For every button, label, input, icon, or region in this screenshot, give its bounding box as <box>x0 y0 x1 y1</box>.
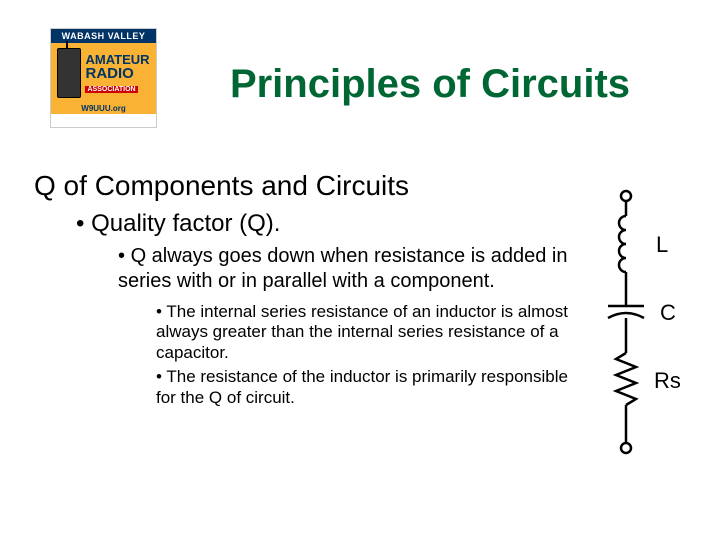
bullet-level1: Quality factor (Q). <box>76 210 580 238</box>
resistor-label: Rs <box>654 368 681 394</box>
bullet-level3-a: The internal series resistance of an ind… <box>156 302 580 363</box>
logo-line2: RADIO <box>85 66 149 81</box>
handheld-radio-icon <box>57 48 81 98</box>
section-heading: Q of Components and Circuits <box>34 170 580 202</box>
slide-title: Principles of Circuits <box>170 62 690 107</box>
bullet-level2: Q always goes down when resistance is ad… <box>118 244 580 294</box>
bullet-level3-b: The resistance of the inductor is primar… <box>156 367 580 408</box>
logo-line3: ASSOCIATION <box>85 86 137 93</box>
logo-url: W9UUU.org <box>51 103 156 114</box>
circuit-diagram: L C Rs <box>588 188 698 463</box>
logo-middle: AMATEUR RADIO ASSOCIATION <box>51 43 156 103</box>
inductor-label: L <box>656 232 668 258</box>
capacitor-label: C <box>660 300 676 326</box>
logo-text-block: AMATEUR RADIO ASSOCIATION <box>85 53 149 93</box>
club-logo: WABASH VALLEY AMATEUR RADIO ASSOCIATION … <box>50 28 157 128</box>
slide-body: Q of Components and Circuits Quality fac… <box>34 170 580 412</box>
